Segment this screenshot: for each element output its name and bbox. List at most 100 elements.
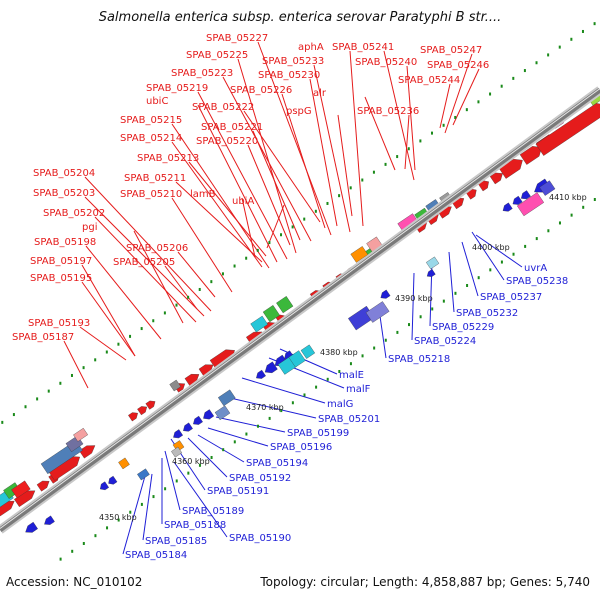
tick-mark	[489, 92, 492, 96]
tick-mark	[94, 534, 97, 538]
gene-block	[365, 301, 390, 323]
genome-backbone	[0, 86, 600, 534]
tick-mark	[71, 549, 74, 553]
leader-line-reverse	[475, 234, 523, 268]
gene-label-reverse: SPAB_05185	[145, 536, 207, 547]
kbp-label: 4400 kbp	[472, 243, 510, 252]
gene-label-forward: pspG	[286, 106, 312, 117]
leader-line-forward	[171, 197, 233, 293]
tick-mark	[558, 221, 561, 225]
tick-mark	[257, 424, 260, 428]
leader-line-forward	[94, 216, 197, 323]
gene-label-forward: SPAB_05214	[120, 133, 182, 144]
tick-mark	[222, 448, 225, 452]
tick-mark	[47, 389, 50, 393]
tick-mark	[245, 432, 248, 436]
tick-mark	[581, 29, 584, 33]
leader-line-forward	[171, 123, 270, 269]
tick-mark	[547, 53, 550, 57]
label-leader-lines	[63, 41, 523, 555]
tick-mark	[523, 69, 526, 73]
leader-line-forward	[349, 50, 364, 227]
tick-mark	[315, 385, 318, 389]
gene-label-reverse: SPAB_05196	[270, 442, 332, 453]
leader-line-reverse	[142, 473, 153, 541]
tick-mark	[233, 264, 236, 268]
tick-mark	[477, 276, 480, 280]
gene-label-forward: aphA	[298, 42, 324, 53]
gene-arrow	[100, 481, 109, 491]
leader-line-forward	[133, 230, 184, 324]
tick-mark	[175, 479, 178, 483]
leader-line-forward	[63, 340, 89, 389]
tick-mark	[338, 194, 341, 198]
tick-mark	[372, 170, 375, 174]
kbp-label: 4410 kbp	[549, 193, 587, 202]
tick-mark	[70, 373, 73, 377]
tick-mark	[129, 334, 132, 338]
map-title: Salmonella enterica subsp. enterica sero…	[98, 10, 502, 25]
leader-line-forward	[79, 326, 127, 361]
gene-label-forward: lamB	[190, 189, 216, 200]
tick-mark	[407, 147, 410, 151]
tick-mark	[175, 303, 178, 307]
leader-line-forward	[85, 245, 162, 340]
kbp-label: 4390 kbp	[395, 294, 433, 303]
gene-label-forward: SPAB_05240	[355, 57, 417, 68]
gene-arrow	[512, 195, 523, 205]
gene-label-forward: SPAB_05204	[33, 168, 95, 179]
leader-line-reverse	[187, 437, 228, 478]
gene-label-reverse: malE	[339, 370, 364, 381]
leader-line-forward	[175, 181, 263, 263]
tick-mark	[442, 123, 445, 127]
tick-mark	[210, 280, 213, 284]
gene-arrow	[183, 422, 193, 432]
gene-label-reverse: SPAB_05194	[246, 458, 308, 469]
leader-line-reverse	[122, 475, 146, 555]
leader-line-forward	[404, 114, 410, 170]
leader-line-forward	[257, 41, 332, 236]
gene-block	[262, 305, 280, 323]
tick-mark	[419, 139, 422, 143]
gene-label-reverse: SPAB_05229	[432, 322, 494, 333]
tick-mark	[268, 416, 271, 420]
gene-label-forward: SPAB_05247	[420, 45, 482, 56]
tick-mark	[535, 61, 538, 65]
gene-arrow	[502, 202, 513, 212]
tick-mark	[512, 252, 515, 256]
tick-mark	[570, 213, 573, 217]
leader-line-forward	[247, 144, 291, 246]
leader-line-forward	[237, 58, 297, 254]
gene-block	[276, 296, 294, 314]
gene-label-reverse: uvrA	[524, 263, 547, 274]
tick-mark	[268, 241, 271, 245]
gene-arrow	[137, 406, 148, 416]
tick-mark	[547, 229, 550, 233]
tick-mark	[408, 323, 411, 327]
leader-line-reverse	[215, 416, 286, 433]
gene-label-forward: pgi	[82, 222, 97, 233]
tick-mark	[152, 495, 155, 499]
tick-mark	[280, 233, 283, 237]
tick-mark	[442, 299, 445, 303]
kbp-labels: 4350 kbp 4360 kbp 4370 kbp 4380 kbp 4390…	[99, 193, 587, 522]
gene-label-forward: SPAB_05244	[398, 75, 460, 86]
gene-block	[137, 468, 150, 481]
gene-arrow	[203, 409, 215, 420]
tick-mark	[465, 108, 468, 112]
gene-label-reverse: SPAB_05238	[506, 276, 568, 287]
tick-mark	[430, 131, 433, 135]
tick-mark	[500, 260, 503, 264]
tick-mark	[454, 115, 457, 119]
gene-label-reverse: SPAB_05192	[229, 473, 291, 484]
gene-block	[217, 389, 236, 407]
tick-mark	[221, 272, 224, 276]
tick-mark	[24, 405, 27, 409]
leader-line-forward	[364, 96, 396, 171]
gene-label-forward: SPAB_05219	[146, 83, 208, 94]
leader-line-reverse	[164, 450, 181, 511]
tick-mark	[477, 100, 480, 104]
gene-arrow	[36, 480, 50, 492]
